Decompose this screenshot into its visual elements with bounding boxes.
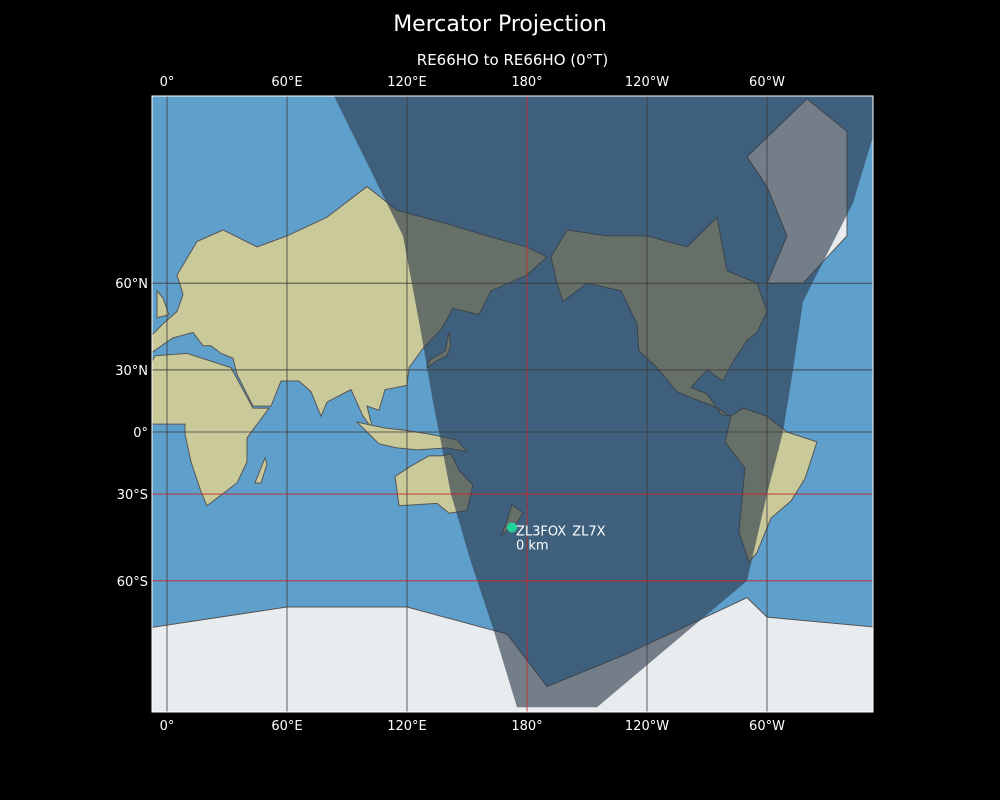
land-uk [156,289,170,319]
lon-tick-top: 120°E [387,75,427,90]
lon-tick-top: 180° [511,75,542,90]
lon-tick-top: 120°W [625,75,669,90]
lon-tick-bottom: 180° [511,719,542,734]
lon-tick-top: 60°E [271,75,302,90]
land-madagascar [254,456,268,484]
lon-tick-bottom: 120°E [387,719,427,734]
lat-tick: 0° [133,426,148,441]
station-marker[interactable] [507,522,517,533]
lon-tick-bottom: 0° [160,719,175,734]
lat-tick: 30°S [117,488,148,503]
marker-label-b: ZL7X [572,524,605,539]
lat-tick: 30°N [115,364,148,379]
map-title: Mercator Projection [393,12,607,37]
map-frame [151,95,874,713]
night-shading [333,96,873,708]
lon-tick-bottom: 120°W [625,719,669,734]
land-africa [152,352,270,507]
map-subtitle: RE66HO to RE66HO (0°T) [416,51,609,69]
lon-tick-bottom: 60°W [749,719,785,734]
lon-tick-top: 60°W [749,75,785,90]
lon-tick-bottom: 60°E [271,719,302,734]
lon-tick-top: 0° [160,75,175,90]
graticule [152,96,873,712]
lat-tick: 60°N [115,277,148,292]
marker-distance: 0 km [516,538,549,553]
marker-label-a: ZL3FOX [516,524,566,539]
lat-tick: 60°S [117,575,148,590]
